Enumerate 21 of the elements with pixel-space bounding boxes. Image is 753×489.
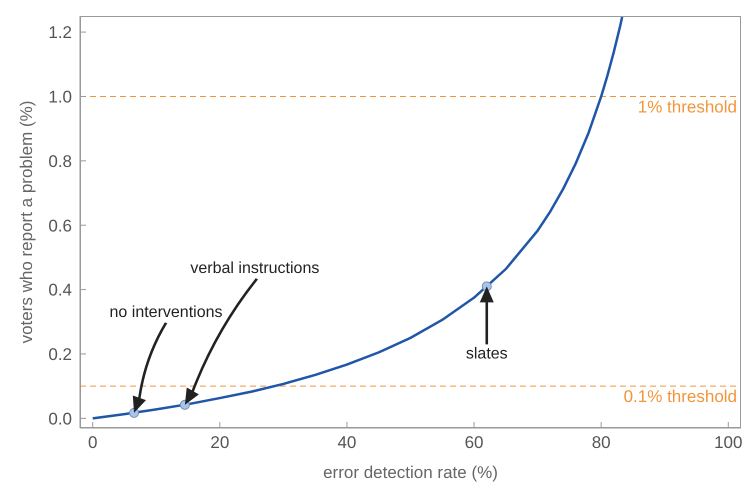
- y-tick-label: 0.2: [48, 345, 72, 364]
- y-tick-label: 1.2: [48, 23, 72, 42]
- x-tick-label: 40: [337, 433, 356, 452]
- y-tick-label: 0.6: [48, 216, 72, 236]
- line-series: [91, 16, 624, 420]
- x-axis-title: error detection rate (%): [323, 463, 498, 482]
- x-tick-label: 80: [592, 433, 611, 452]
- ref-line-label: 0.1% threshold: [624, 387, 737, 406]
- annotation: slates: [466, 345, 508, 362]
- ref-line-label: 1% threshold: [638, 98, 737, 117]
- annotation: no interventions: [110, 304, 223, 321]
- x-tick-label: 60: [464, 433, 484, 452]
- x-tick-label: 0: [88, 433, 98, 452]
- y-axis-title: voters who report a problem (%): [17, 100, 36, 344]
- x-tick-label: 20: [210, 433, 230, 452]
- x-tick-label: 100: [714, 433, 742, 452]
- y-tick-label: 0.8: [48, 152, 72, 171]
- y-tick-label: 0.4: [48, 280, 72, 300]
- y-tick-label: 0.0: [48, 409, 72, 428]
- y-tick-label: 1.0: [48, 88, 72, 107]
- annotation: verbal instructions: [190, 260, 320, 277]
